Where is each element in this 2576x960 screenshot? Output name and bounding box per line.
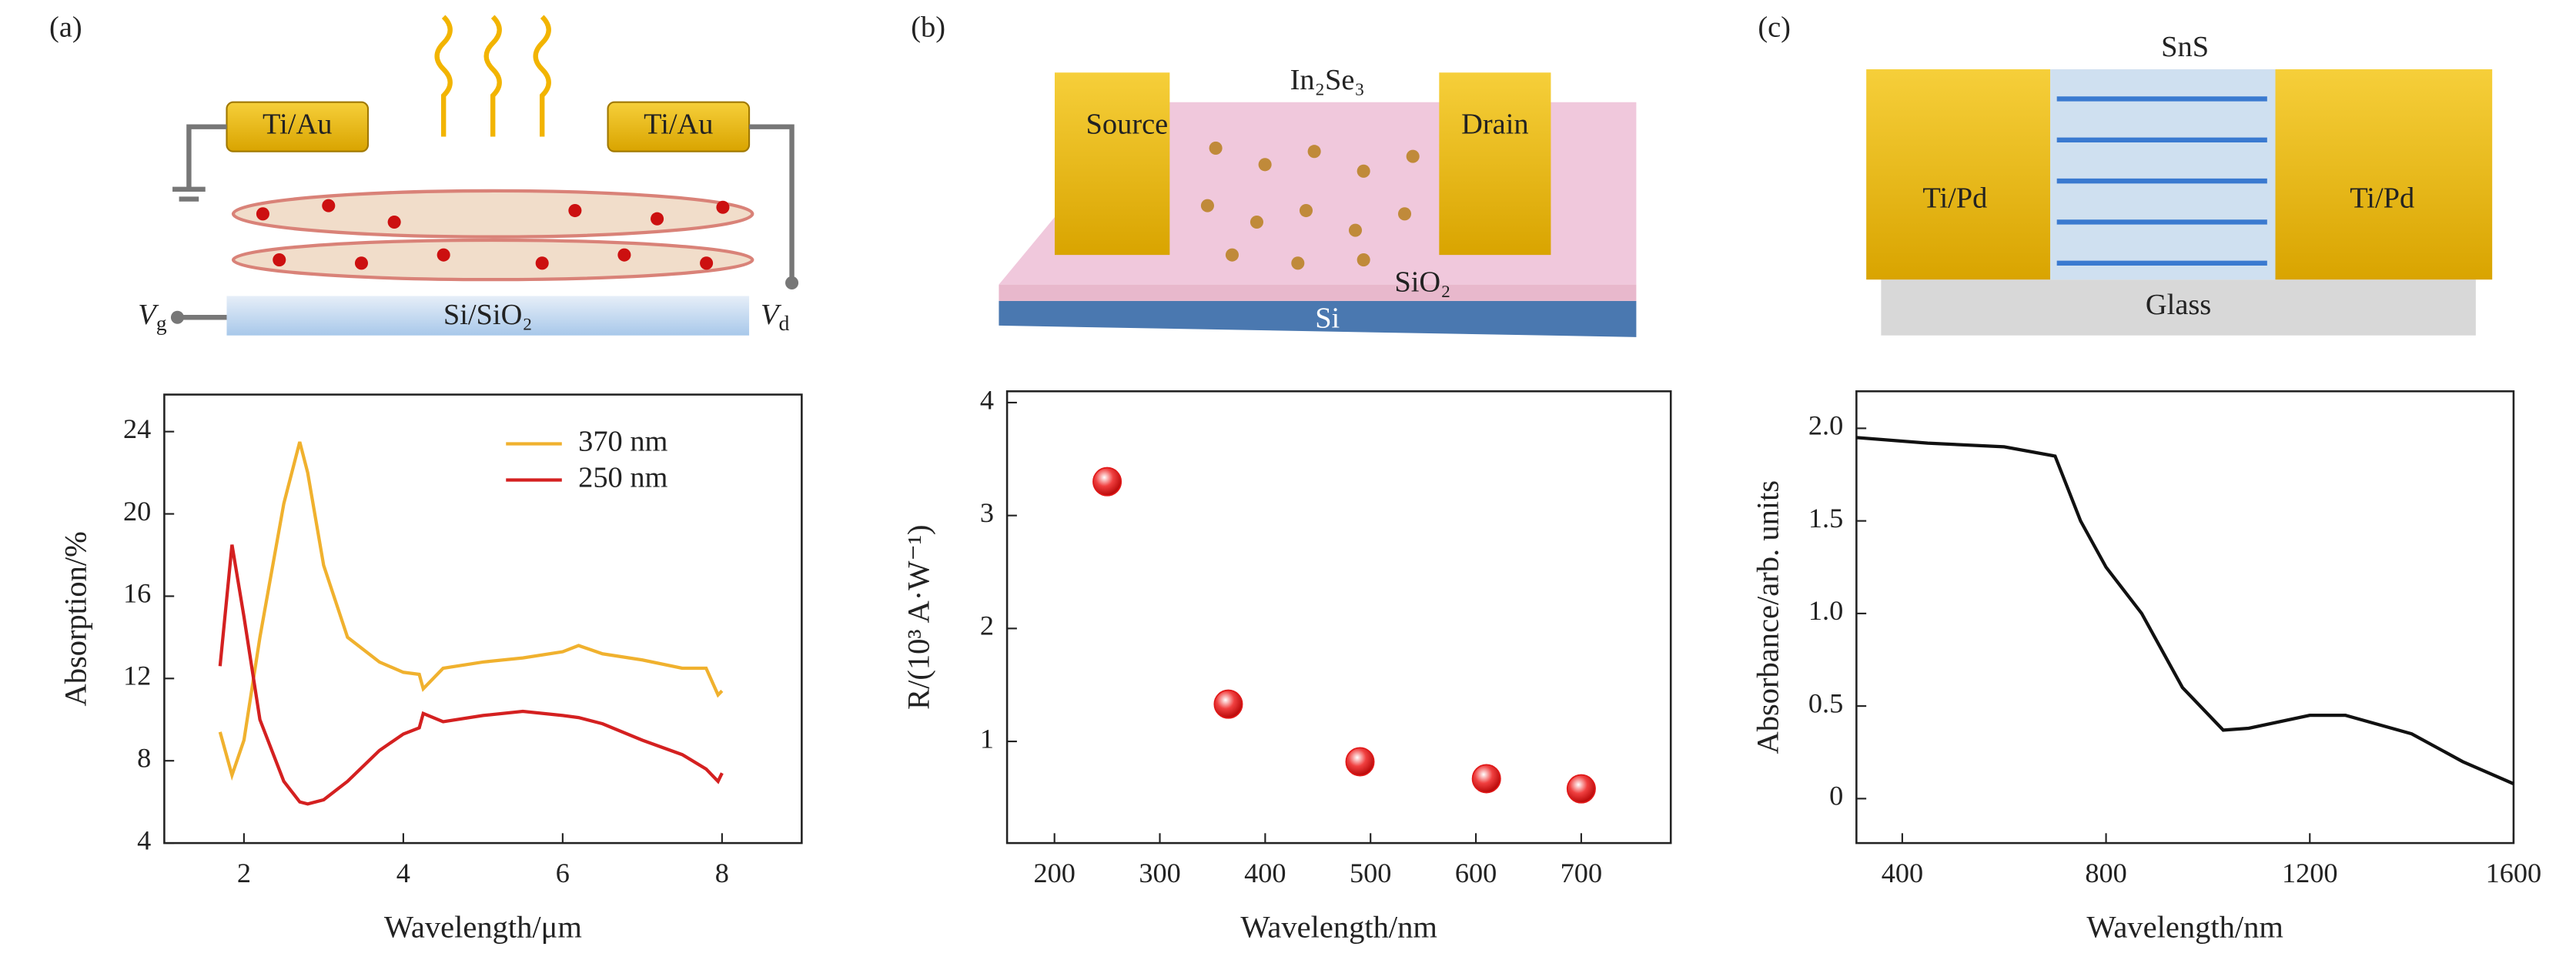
label: SnS bbox=[2161, 31, 2209, 63]
x-axis-label: Wavelength/μm bbox=[384, 909, 582, 944]
label: Ti/Pd bbox=[1922, 182, 1987, 215]
oxide-edge bbox=[999, 284, 1637, 301]
label: Glass bbox=[2146, 289, 2211, 321]
y-tick-label: 1.5 bbox=[1808, 503, 1843, 534]
light bbox=[434, 15, 551, 137]
source-electrode bbox=[1054, 72, 1170, 256]
data-line bbox=[218, 441, 724, 781]
channel bbox=[2050, 69, 2276, 280]
data-line bbox=[218, 544, 724, 806]
y-tick-label: 24 bbox=[123, 413, 151, 444]
data-point bbox=[1213, 689, 1243, 719]
y-tick-label: 20 bbox=[123, 496, 151, 527]
panel-label: (b) bbox=[911, 12, 945, 44]
schematic-a: Ti/Au Ti/Au Si/SiO₂ Vg Vd bbox=[138, 15, 799, 336]
x-tick-label: 700 bbox=[1561, 858, 1602, 888]
label: SiO₂ bbox=[1394, 266, 1450, 298]
plot-frame bbox=[1005, 390, 1672, 845]
label: V bbox=[138, 299, 159, 331]
panel-label: (c) bbox=[1758, 12, 1791, 44]
x-tick-label: 400 bbox=[1882, 858, 1923, 888]
drain-electrode bbox=[1439, 72, 1551, 256]
y-tick-label: 1.0 bbox=[1808, 595, 1843, 626]
x-tick-label: 6 bbox=[556, 858, 570, 888]
x-tick-label: 2 bbox=[237, 858, 251, 888]
plot-frame bbox=[1855, 390, 2515, 845]
y-axis-label: Absorption/% bbox=[59, 531, 93, 706]
x-tick-label: 1600 bbox=[2486, 858, 2542, 888]
x-tick-label: 500 bbox=[1350, 858, 1391, 888]
crystal bbox=[231, 189, 754, 282]
plot-frame bbox=[163, 393, 803, 845]
x-tick-label: 200 bbox=[1033, 858, 1075, 888]
y-tick-label: 1 bbox=[980, 723, 994, 754]
glass bbox=[1881, 279, 2476, 336]
electrode bbox=[2275, 69, 2493, 280]
data-point bbox=[1471, 764, 1501, 794]
terminal bbox=[170, 310, 184, 324]
data-point bbox=[1345, 747, 1375, 777]
electrode bbox=[1866, 69, 2051, 280]
label: d bbox=[778, 312, 789, 336]
label: g bbox=[156, 312, 167, 336]
label: Drain bbox=[1461, 109, 1528, 141]
y-axis-label: R/(10³ A·W⁻¹) bbox=[901, 524, 935, 709]
wire bbox=[172, 124, 795, 320]
y-tick-label: 2 bbox=[980, 610, 994, 641]
substrate bbox=[226, 296, 750, 336]
label: Si bbox=[1315, 302, 1340, 334]
lattice bbox=[2056, 96, 2267, 266]
y-tick-label: 0.5 bbox=[1808, 687, 1843, 718]
y-tick-label: 0 bbox=[1829, 781, 1843, 811]
y-axis-label: Absorbance/arb. units bbox=[1751, 480, 1785, 754]
x-tick-label: 4 bbox=[396, 858, 410, 888]
label: Vg bbox=[138, 299, 166, 336]
label: Si/SiO₂ bbox=[443, 299, 533, 331]
data-point bbox=[1566, 774, 1596, 804]
x-tick-label: 8 bbox=[715, 858, 729, 888]
y-tick-label: 2.0 bbox=[1808, 410, 1843, 441]
label: Ti/Pd bbox=[2350, 182, 2414, 215]
atoms bbox=[1200, 141, 1420, 270]
y-tick-label: 4 bbox=[137, 825, 151, 855]
y-tick-label: 3 bbox=[980, 497, 994, 528]
y-tick-label: 4 bbox=[980, 384, 994, 415]
x-tick-label: 600 bbox=[1455, 858, 1497, 888]
schematic-b: Source Drain In₂Se₃ SiO₂ Si bbox=[999, 64, 1637, 337]
data-line bbox=[1856, 436, 2514, 786]
x-axis-label: Wavelength/nm bbox=[1240, 909, 1437, 944]
schematic-c: SnS Ti/Pd Ti/Pd Glass bbox=[1866, 31, 2493, 336]
label: Ti/Au bbox=[263, 109, 332, 141]
label: V bbox=[761, 299, 782, 331]
y-tick-label: 12 bbox=[123, 661, 151, 691]
label: Source bbox=[1086, 109, 1169, 141]
x-tick-label: 400 bbox=[1244, 858, 1286, 888]
x-axis-label: Wavelength/nm bbox=[2086, 909, 2283, 944]
legend-label: 370 nm bbox=[578, 425, 667, 457]
data-point bbox=[1092, 467, 1122, 497]
x-tick-label: 300 bbox=[1139, 858, 1180, 888]
label: Ti/Au bbox=[644, 109, 713, 141]
x-tick-label: 1200 bbox=[2282, 858, 2338, 888]
legend-label: 250 nm bbox=[578, 461, 667, 493]
label: In₂Se₃ bbox=[1290, 64, 1365, 96]
panel-label: (a) bbox=[49, 12, 82, 44]
y-tick-label: 16 bbox=[123, 578, 151, 609]
y-tick-label: 8 bbox=[137, 743, 151, 774]
label: Vd bbox=[761, 299, 789, 336]
si-layer bbox=[999, 300, 1637, 337]
terminal bbox=[785, 276, 799, 289]
atoms bbox=[256, 199, 730, 270]
x-tick-label: 800 bbox=[2085, 858, 2126, 888]
